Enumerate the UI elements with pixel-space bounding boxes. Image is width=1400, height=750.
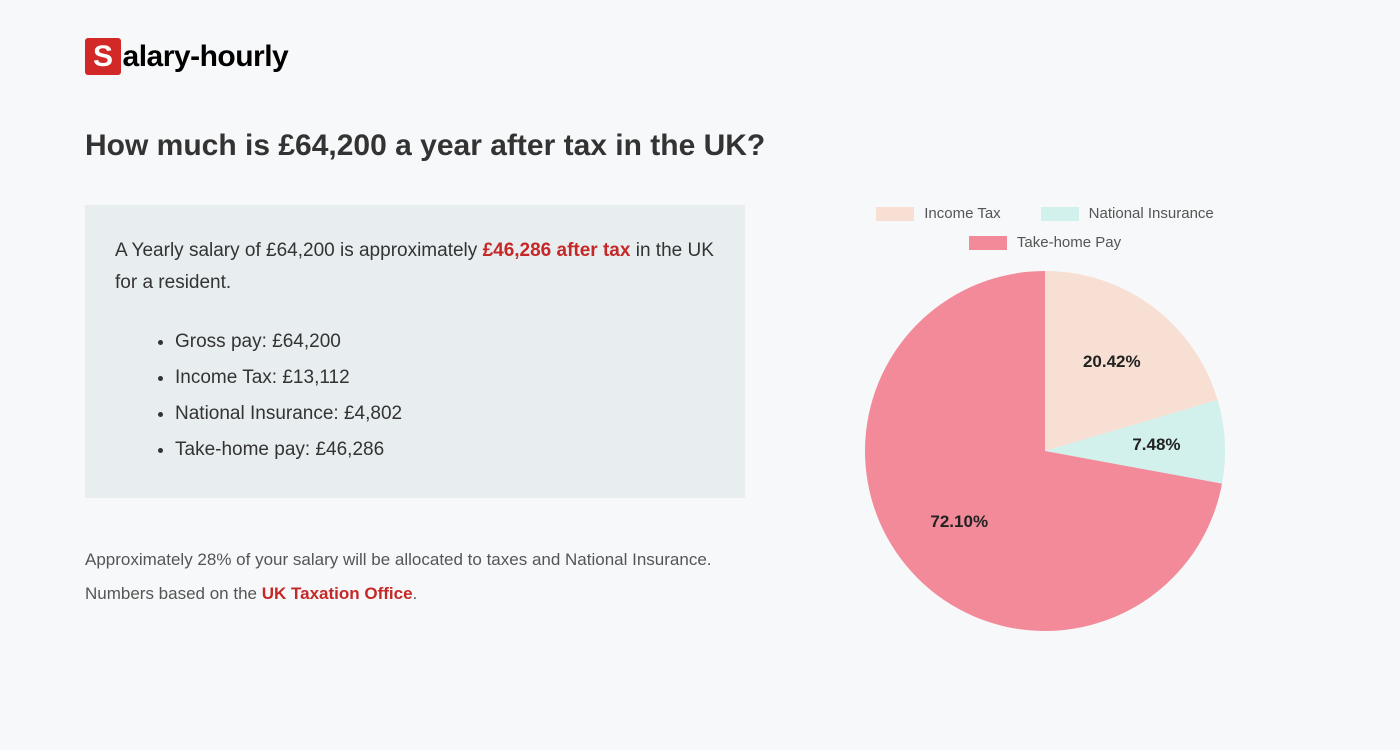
legend-item: National Insurance [1041,205,1214,222]
logo-rest: alary-hourly [123,40,289,73]
list-item: Income Tax: £13,112 [175,360,715,396]
legend-swatch [1041,207,1079,221]
legend-label: Income Tax [924,205,1000,222]
summary-box: A Yearly salary of £64,200 is approximat… [85,205,745,498]
page-title: How much is £64,200 a year after tax in … [85,129,1315,163]
site-logo: Salary-hourly [85,40,1315,74]
breakdown-list: Gross pay: £64,200 Income Tax: £13,112 N… [115,324,715,468]
list-item: National Insurance: £4,802 [175,396,715,432]
footer-text: Approximately 28% of your salary will be… [85,543,745,611]
logo-s: S [85,38,121,75]
chart-column: Income Tax National Insurance Take-home … [835,205,1255,631]
legend-item: Income Tax [876,205,1000,222]
legend-label: National Insurance [1089,205,1214,222]
summary-prefix: A Yearly salary of £64,200 is approximat… [115,240,483,261]
chart-legend: Income Tax National Insurance Take-home … [835,205,1255,251]
left-column: A Yearly salary of £64,200 is approximat… [85,205,745,611]
pie-slice-label: 7.48% [1132,435,1180,455]
list-item: Take-home pay: £46,286 [175,432,715,468]
summary-highlight: £46,286 after tax [483,240,631,261]
pie-chart: 20.42% 7.48% 72.10% [865,271,1225,631]
summary-text: A Yearly salary of £64,200 is approximat… [115,235,715,300]
legend-item: Take-home Pay [969,234,1121,251]
legend-swatch [876,207,914,221]
pie-slice-label: 72.10% [930,512,988,532]
list-item: Gross pay: £64,200 [175,324,715,360]
footer-line2-prefix: Numbers based on the [85,584,262,603]
legend-label: Take-home Pay [1017,234,1121,251]
uk-tax-office-link[interactable]: UK Taxation Office [262,584,413,603]
pie-slice-label: 20.42% [1083,352,1141,372]
footer-line1: Approximately 28% of your salary will be… [85,550,712,569]
content-row: A Yearly salary of £64,200 is approximat… [85,205,1315,631]
footer-line2-suffix: . [413,584,418,603]
legend-swatch [969,236,1007,250]
